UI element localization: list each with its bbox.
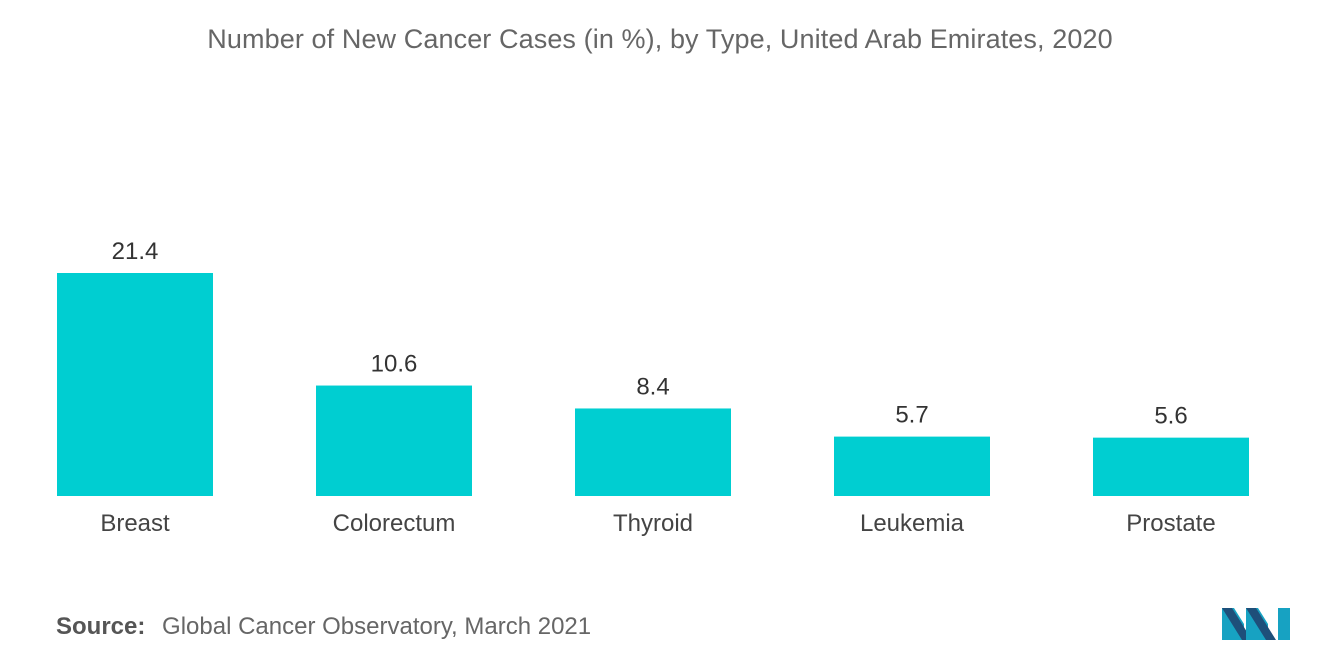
category-label-leukemia: Leukemia — [860, 510, 965, 537]
value-label-prostate: 5.6 — [1154, 403, 1187, 430]
bar-colorectum — [316, 385, 472, 496]
bar-thyroid — [575, 408, 731, 496]
value-label-colorectum: 10.6 — [371, 351, 418, 378]
mordor-intelligence-logo-icon — [1222, 608, 1290, 640]
chart-title: Number of New Cancer Cases (in %), by Ty… — [207, 24, 1113, 54]
source-footer: Source: Global Cancer Observatory, March… — [56, 613, 591, 641]
value-label-leukemia: 5.7 — [895, 402, 928, 429]
category-label-thyroid: Thyroid — [613, 510, 693, 537]
category-label-colorectum: Colorectum — [333, 510, 456, 537]
bar-chart: 21.4 Breast 10.6 Colorectum 8.4 Thyroid 5.7 Leu… — [57, 238, 1249, 537]
source-text: Global Cancer Observatory, March 2021 — [162, 613, 592, 640]
category-label-breast: Breast — [100, 510, 170, 537]
value-label-breast: 21.4 — [112, 238, 159, 265]
bar-leukemia — [834, 436, 990, 496]
source-label: Source: — [56, 613, 146, 640]
bar-prostate — [1093, 437, 1249, 496]
bar-breast — [57, 273, 213, 496]
category-label-prostate: Prostate — [1126, 510, 1215, 537]
value-label-thyroid: 8.4 — [636, 373, 669, 400]
